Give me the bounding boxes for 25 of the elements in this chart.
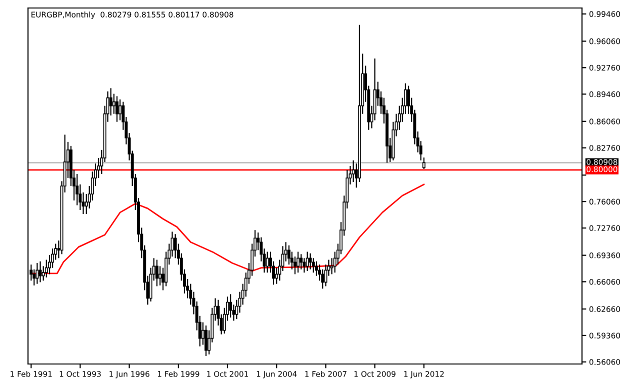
candlestick — [308, 252, 312, 270]
candlestick — [296, 251, 300, 274]
candlestick — [314, 260, 318, 276]
candlestick — [229, 294, 232, 318]
line-series — [30, 184, 425, 274]
candlestick — [32, 268, 36, 286]
candlestick — [306, 251, 309, 272]
candlestick — [112, 93, 116, 114]
candlestick — [287, 244, 290, 266]
candlestick — [158, 266, 162, 286]
candlestick — [109, 88, 112, 116]
candlestick — [36, 262, 39, 284]
candlestick — [115, 96, 118, 122]
candlestick — [266, 251, 269, 274]
candlestick — [302, 258, 306, 274]
candlestick — [76, 173, 79, 206]
candlestick — [422, 156, 426, 170]
candlestick — [204, 324, 208, 357]
candlestick — [155, 259, 158, 287]
candlestick — [44, 259, 48, 278]
candlestick — [352, 160, 355, 183]
candlestick — [118, 98, 122, 121]
candlestick — [312, 258, 315, 274]
candlestick — [321, 268, 324, 290]
candlestick — [300, 254, 303, 270]
